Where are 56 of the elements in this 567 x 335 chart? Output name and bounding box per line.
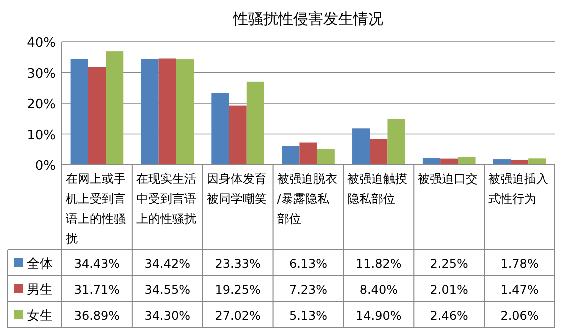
x-tick-label: 因身体发育被同学嘲笑 (206, 172, 267, 206)
bar (246, 82, 264, 165)
y-tick-label: 10% (27, 128, 56, 144)
data-label: 19.25% (215, 283, 261, 297)
bar (493, 160, 511, 165)
x-tick-label: 被强迫触摸隐私部位 (348, 172, 408, 206)
legend-label: 男生 (27, 283, 53, 298)
bar (282, 146, 300, 165)
data-label: 31.71% (74, 283, 120, 297)
x-tick-label: 在网上或手机上受到言语上的性骚扰 (65, 172, 126, 246)
bar (352, 128, 370, 165)
data-label: 2.46% (430, 309, 468, 323)
data-label: 2.01% (430, 283, 468, 297)
bar (212, 93, 230, 165)
bar (229, 106, 247, 165)
data-label: 1.47% (500, 283, 539, 297)
x-tick-label: 被强迫插入式性行为 (488, 172, 549, 206)
data-label: 1.78% (500, 257, 539, 271)
data-label: 7.23% (289, 283, 328, 297)
data-label: 8.40% (360, 283, 398, 297)
chart-title: 性骚扰性侵害发生情况 (232, 10, 384, 28)
bar (141, 59, 159, 165)
data-label: 23.33% (215, 257, 261, 271)
data-label: 34.55% (144, 283, 191, 297)
bar (458, 157, 476, 165)
bar (158, 58, 176, 165)
bar (528, 158, 546, 165)
bar (106, 52, 124, 165)
x-tick-label: 被强迫脱衣/暴露隐私部位 (277, 172, 338, 226)
data-label: 27.02% (215, 309, 261, 323)
y-tick-label: 30% (27, 66, 56, 82)
x-tick-label: 在现实生活中受到言语上的性骚扰 (136, 172, 196, 226)
legend-label: 女生 (27, 309, 53, 324)
data-label: 2.25% (430, 257, 468, 271)
data-label: 5.13% (289, 309, 328, 323)
data-label: 6.13% (289, 257, 328, 271)
bar (370, 139, 388, 165)
data-label: 2.06% (500, 309, 539, 323)
bar (317, 149, 335, 165)
y-tick-label: 20% (27, 98, 56, 112)
bar (422, 158, 441, 165)
bar (70, 59, 88, 165)
bar (176, 60, 194, 165)
x-tick-label: 被强迫口交 (418, 172, 478, 186)
bar (388, 119, 406, 165)
legend-label: 全体 (27, 257, 53, 272)
y-tick-label: 0% (35, 159, 56, 174)
data-label: 11.82% (356, 257, 402, 271)
bar (300, 142, 318, 165)
data-label: 34.42% (144, 257, 191, 271)
y-tick-label: 40% (27, 36, 56, 51)
data-label: 34.43% (74, 257, 120, 271)
data-label: 34.30% (144, 309, 191, 323)
data-label: 14.90% (356, 309, 402, 323)
bar (88, 67, 106, 165)
data-label: 36.89% (74, 309, 120, 323)
